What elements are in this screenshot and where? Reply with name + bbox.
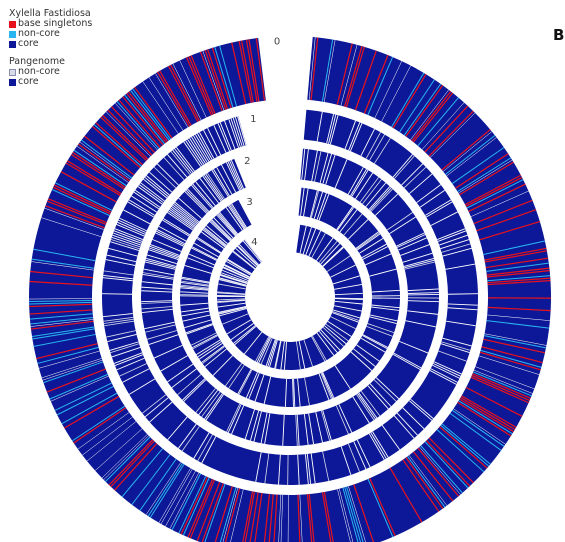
ring-0-stripes	[29, 37, 552, 542]
ring-0: 0	[29, 37, 552, 542]
ring-4-stripes	[216, 225, 363, 370]
legend-pangenome: Pangenome non-core core	[9, 57, 92, 87]
ring-label-4: 4	[251, 237, 257, 248]
legend-swatch-base-singletons	[9, 20, 16, 28]
legend-swatch-non-core	[9, 30, 16, 38]
legend-swatch-pangenome-core	[9, 78, 16, 86]
legend-item-non-core: non-core	[9, 29, 92, 39]
ring-3: 3	[180, 187, 401, 407]
legend: Xylella Fastidiosa base singletons non-c…	[9, 9, 92, 95]
legend-label-pangenome-non-core: non-core	[18, 66, 60, 77]
ring-label-1: 1	[250, 114, 256, 125]
legend-species-title: Xylella Fastidiosa	[9, 8, 91, 19]
legend-label-base-singletons: base singletons	[18, 18, 93, 29]
ring-label-2: 2	[244, 156, 250, 167]
legend-swatch-core	[9, 40, 16, 48]
legend-swatch-pangenome-non-core	[9, 68, 16, 76]
legend-label-non-core: non-core	[18, 28, 60, 39]
legend-label-pangenome-core: core	[18, 76, 39, 87]
ring-1: 1	[102, 109, 479, 485]
legend-item-pangenome-core: core	[9, 77, 92, 87]
ring-label-0: 0	[274, 37, 280, 48]
legend-item-base-singletons: base singletons	[9, 19, 92, 29]
ring-4: 4	[216, 224, 364, 370]
ring-label-3: 3	[246, 197, 252, 208]
legend-pangenome-title: Pangenome	[9, 56, 65, 67]
legend-item-core: core	[9, 39, 92, 49]
ring-3-stripes	[180, 187, 400, 407]
legend-item-pangenome-non-core: non-core	[9, 67, 92, 77]
legend-label-core: core	[18, 38, 39, 49]
legend-species: Xylella Fastidiosa base singletons non-c…	[9, 9, 92, 49]
ring-1-stripes	[102, 111, 478, 485]
ring-2: 2	[141, 148, 440, 447]
ring-2-stripes	[141, 148, 439, 446]
panel-letter: B	[553, 26, 565, 44]
